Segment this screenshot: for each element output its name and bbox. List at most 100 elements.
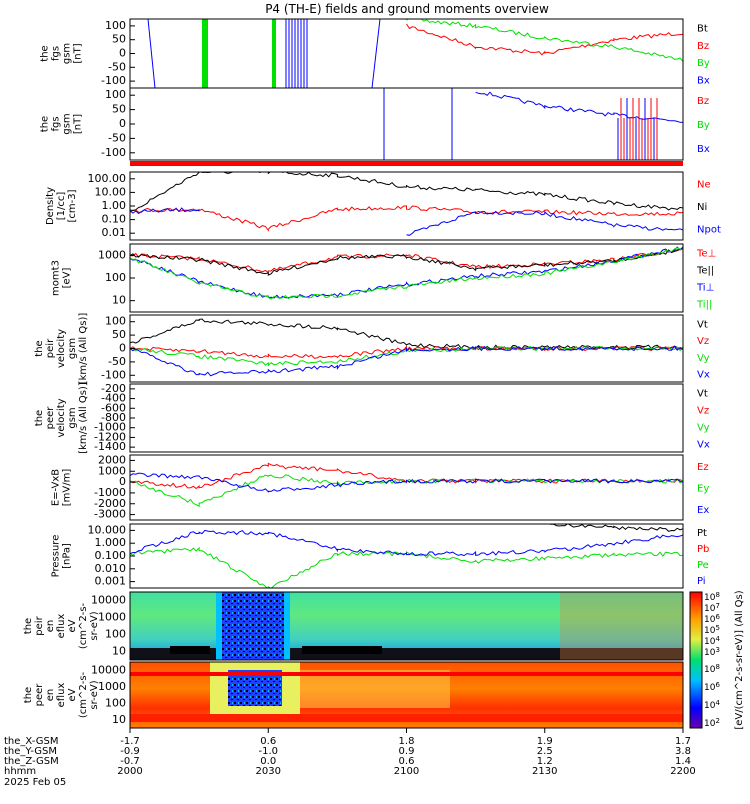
x-tick-label: 2030 [256, 766, 281, 777]
panel-peer-spectrogram: 10000 1000 100 10 the peer en eflux eV (cm^2-s-sr… [23, 661, 684, 729]
y-tick-label: 0 [119, 47, 126, 60]
panel-frame [129, 243, 684, 313]
y-tick-label: -1000 [94, 421, 126, 434]
series-Bx-spike [371, 19, 381, 88]
y-axis-label-line: eflux [56, 614, 67, 639]
y-axis-label-line: the [40, 45, 51, 61]
x-tick-label: 0.6 [399, 756, 415, 767]
x-row-label: hhmm [4, 766, 36, 777]
panel-frame [129, 591, 684, 661]
y-axis-label-line: en [45, 689, 56, 702]
colorbar-tick-label: 103 [704, 646, 720, 658]
y-tick-label: -2000 [94, 497, 126, 510]
y-tick-label: -100 [101, 74, 126, 87]
legend-By: By [697, 58, 710, 69]
y-tick-label: -600 [101, 401, 126, 414]
legend-Te||: Te|| [696, 266, 714, 277]
legend-Vx: Vx [697, 370, 710, 381]
y-axis-label-line: Density [45, 187, 56, 225]
panel-frame [129, 18, 684, 89]
x-row-label: the_X-GSM [4, 736, 58, 747]
y-tick-label: 100 [105, 696, 126, 709]
y-axis-label-line: [nPa] [62, 543, 73, 569]
legend-Bt: Bt [697, 24, 708, 35]
x-tick-label: 2.5 [537, 746, 553, 757]
x-tick-label: 2200 [670, 766, 695, 777]
x-tick-label: 0.0 [260, 756, 276, 767]
x-tick-label: 1.2 [537, 756, 553, 767]
y-axis-label-line: (cm^2-s- [78, 602, 89, 649]
y-tick-label: 1.00 [102, 199, 127, 212]
legend-Bx: Bx [697, 75, 710, 86]
y-axis-label-line: [nT] [73, 43, 84, 63]
legend-By: By [697, 120, 710, 131]
y-tick-label: 2000 [98, 453, 126, 466]
y-axis-label-line: the [40, 116, 51, 132]
y-axis-label-line: [cm-3] [67, 189, 78, 222]
y-axis-label-line: eflux [56, 683, 67, 708]
spectrogram-noise-block [222, 592, 284, 660]
panel-frame [129, 171, 684, 241]
colorbar-label: [eV/(cm^2-s-sr-eV)] (All Qs) [734, 590, 745, 729]
x-row-label: the_Z-GSM [4, 756, 59, 767]
y-tick-label: 10000 [91, 594, 126, 607]
y-tick-label: 0 [119, 342, 126, 355]
series-Ti|| [130, 247, 683, 300]
y-axis-label-line: peer [45, 406, 56, 430]
series-Npot [130, 207, 683, 236]
y-axis-label: the fgs gsm [nT] [40, 43, 84, 64]
x-tick-label: 0.6 [260, 736, 276, 747]
y-axis-label-line: [km/s (All Qs)] [78, 313, 89, 385]
density-traces [130, 172, 683, 236]
y-tick-label: 10 [112, 645, 126, 658]
y-axis-label-line: (cm^2-s- [78, 671, 89, 718]
x-tick-label: 1.7 [675, 736, 691, 747]
x-tick-label: 1.8 [399, 736, 415, 747]
y-tick-label: 50 [112, 33, 126, 46]
y-axis-label-line: the [34, 340, 45, 356]
y-axis-label: Density [1/cc] [cm-3] [45, 187, 78, 225]
y-axis-label-line: sr-eV) [89, 611, 100, 640]
y-axis-label-line: fgs [51, 46, 62, 61]
colorbar-tick-label: 108 [704, 663, 720, 675]
ephemeris-bar [130, 161, 683, 166]
y-axis-label: E=-VxB [mV/m] [51, 469, 73, 507]
y-tick-label: 0.10 [102, 213, 127, 226]
legend-Vz: Vz [697, 406, 709, 417]
y-axis-label: the peir velocity gsm [km/s (All Qs)] [34, 313, 89, 385]
panel-peir-spectrogram: 10000 1000 100 10 the peir en eflux eV (cm^2-s-sr… [23, 591, 684, 661]
y-axis-label-line: velocity [56, 329, 67, 368]
panel-frame [129, 87, 684, 161]
colorbar-label-text: [eV/(cm^2-s-sr-eV)] (All Qs) [734, 590, 745, 729]
y-tick-label: 0.010 [95, 562, 127, 575]
y-tick-label: -800 [101, 411, 126, 424]
legend-Vy: Vy [697, 353, 710, 364]
legend-Ey: Ey [697, 484, 709, 495]
colorbar-tick-label: 104 [704, 699, 720, 711]
y-tick-label: 100 [105, 88, 126, 101]
pressure-traces [130, 524, 683, 588]
x-tick-label: 0.9 [399, 746, 415, 757]
y-tick-label: 1000 [98, 248, 126, 261]
series-Ez [130, 462, 683, 490]
y-axis-label: the peir en eflux eV (cm^2-s-sr-eV) [23, 602, 100, 649]
legend-Vt: Vt [697, 389, 708, 400]
spectrogram-dark-patch [170, 646, 210, 654]
y-axis-label-line: peir [45, 338, 56, 358]
y-tick-label: -50 [108, 60, 126, 73]
y-axis-label-line: gsm [62, 113, 73, 134]
legend-Pt: Pt [697, 528, 707, 539]
legend-Npot: Npot [697, 225, 721, 236]
efield-traces [130, 462, 683, 508]
series-Vx [130, 345, 683, 377]
spectrogram-red-band [130, 714, 683, 722]
panel-peer-velocity: -200-400-600-800-1000-1200-1400 Vt Vz Vy Vx t… [34, 382, 710, 454]
legend-Vt: Vt [697, 319, 708, 330]
series-Bx-spike [147, 19, 156, 88]
y-tick-label: 50 [112, 328, 126, 341]
panel-frame [129, 383, 684, 453]
series-Bz [406, 23, 683, 56]
spectrogram-edge [284, 592, 290, 660]
y-axis-label-line: gsm [67, 407, 78, 428]
